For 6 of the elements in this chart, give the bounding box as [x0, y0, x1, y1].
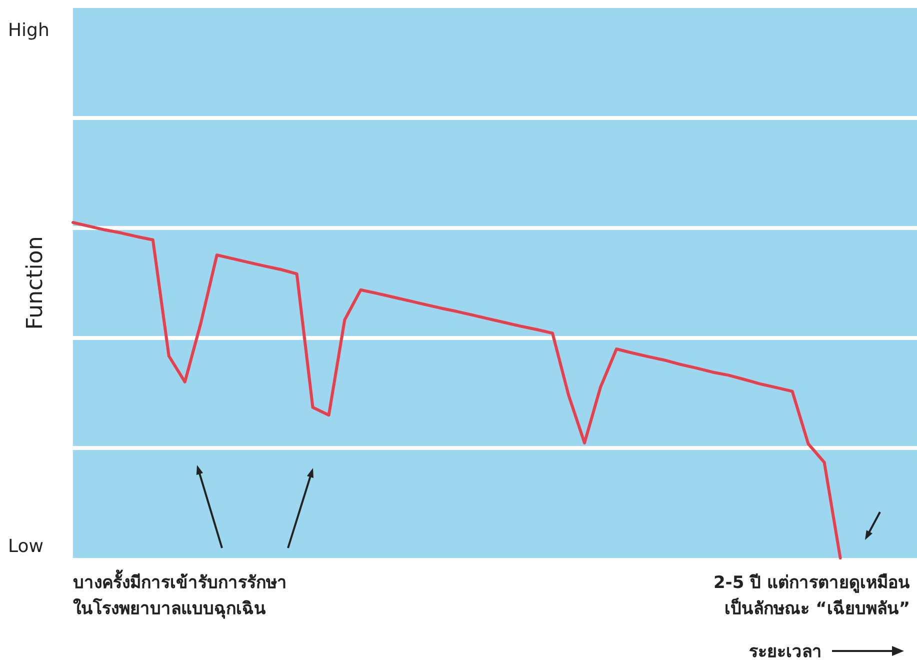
text: High	[8, 20, 50, 41]
text: 2-5 ปี แต่การตายดูเหมือน เป็นลักษณะ “เฉียบพลัน”	[713, 572, 910, 619]
y-axis-title: Function	[23, 236, 48, 330]
x-axis-title: ระยะเวลา	[749, 642, 822, 660]
text: บางครั้งมีการเข้ารับการรักษา ในโรงพยาบาลแบบฉุกเฉิน	[73, 569, 287, 619]
text: Low	[8, 536, 44, 557]
